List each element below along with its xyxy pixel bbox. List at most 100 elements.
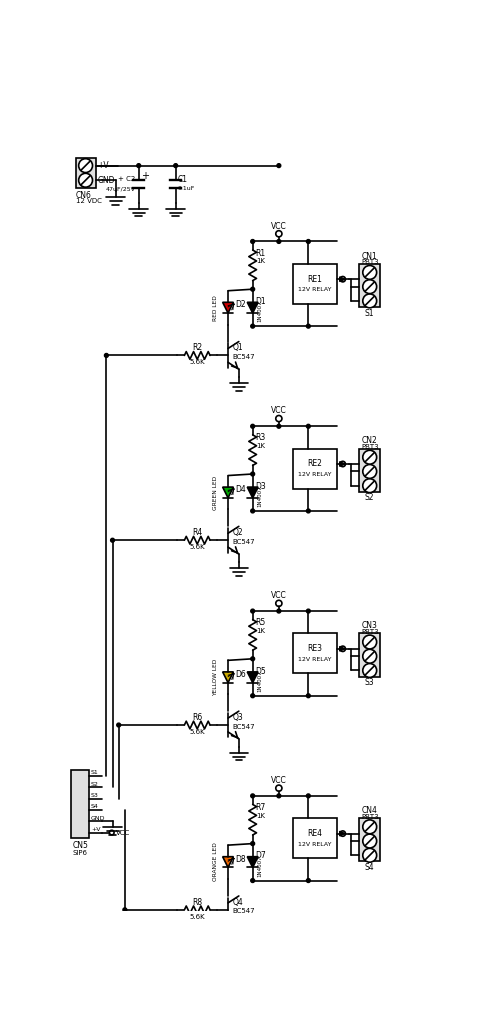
Bar <box>76 159 95 187</box>
Circle shape <box>363 265 377 280</box>
Text: R2: R2 <box>192 343 202 352</box>
Text: D1: D1 <box>256 297 266 306</box>
Circle shape <box>251 472 255 476</box>
Circle shape <box>277 424 281 428</box>
Text: BC547: BC547 <box>233 908 255 914</box>
Circle shape <box>363 820 377 834</box>
Circle shape <box>363 835 377 848</box>
Text: YELLOW LED: YELLOW LED <box>213 658 218 696</box>
Text: CN5: CN5 <box>72 842 88 850</box>
Text: R7: R7 <box>256 803 266 812</box>
Circle shape <box>137 164 141 168</box>
Circle shape <box>105 353 108 357</box>
Circle shape <box>306 694 310 697</box>
Text: PBT3: PBT3 <box>361 259 378 265</box>
Text: PBT3: PBT3 <box>361 629 378 635</box>
Circle shape <box>363 649 377 664</box>
Circle shape <box>251 609 255 613</box>
Text: 1N4007: 1N4007 <box>257 485 262 507</box>
Text: R5: R5 <box>256 618 266 627</box>
Text: 1K: 1K <box>256 258 265 264</box>
Circle shape <box>306 794 310 798</box>
Bar <box>293 449 337 488</box>
Circle shape <box>277 794 281 798</box>
Text: PBT3: PBT3 <box>361 444 378 451</box>
Text: 12 VDC: 12 VDC <box>76 199 102 205</box>
Circle shape <box>277 164 281 168</box>
Circle shape <box>251 879 255 883</box>
Polygon shape <box>247 857 258 867</box>
Text: 12V RELAY: 12V RELAY <box>298 288 332 292</box>
Bar <box>359 634 380 677</box>
Text: Q2: Q2 <box>233 528 243 537</box>
Circle shape <box>277 240 281 244</box>
Text: 1N4007: 1N4007 <box>257 855 262 877</box>
Circle shape <box>340 646 346 651</box>
Text: GREEN LED: GREEN LED <box>213 475 218 510</box>
Text: R4: R4 <box>192 528 202 537</box>
Circle shape <box>251 424 255 428</box>
Text: GND: GND <box>91 815 106 820</box>
Circle shape <box>123 908 127 911</box>
Circle shape <box>363 280 377 294</box>
Text: S2: S2 <box>365 494 375 503</box>
Text: VCC: VCC <box>271 407 287 416</box>
Text: 47uF/25V: 47uF/25V <box>106 186 136 191</box>
Circle shape <box>251 656 255 660</box>
Text: VCC: VCC <box>271 591 287 600</box>
Polygon shape <box>223 487 233 498</box>
Text: S1: S1 <box>91 770 99 775</box>
Text: BC547: BC547 <box>233 724 255 729</box>
Text: +: + <box>141 171 149 180</box>
Circle shape <box>340 830 346 837</box>
Circle shape <box>363 465 377 478</box>
Bar <box>293 634 337 674</box>
Text: S2: S2 <box>91 781 99 786</box>
Text: RE1: RE1 <box>308 274 322 284</box>
Text: D2: D2 <box>236 300 246 309</box>
Text: 1N4007: 1N4007 <box>257 301 262 323</box>
Text: 1K: 1K <box>256 443 265 450</box>
Circle shape <box>340 276 346 282</box>
Bar <box>359 449 380 492</box>
Polygon shape <box>340 276 345 282</box>
Text: BC547: BC547 <box>233 539 255 545</box>
Polygon shape <box>223 857 233 867</box>
Text: + C2: + C2 <box>119 176 136 182</box>
Circle shape <box>340 461 346 467</box>
Circle shape <box>78 173 92 187</box>
Text: RED LED: RED LED <box>213 295 218 321</box>
Circle shape <box>276 600 282 606</box>
Text: 5.6K: 5.6K <box>189 913 205 920</box>
Circle shape <box>277 609 281 613</box>
Text: 12V RELAY: 12V RELAY <box>298 472 332 477</box>
Circle shape <box>363 848 377 862</box>
Text: D6: D6 <box>236 670 246 679</box>
Circle shape <box>276 785 282 792</box>
Circle shape <box>251 509 255 513</box>
Circle shape <box>363 451 377 464</box>
Text: 12V RELAY: 12V RELAY <box>298 842 332 847</box>
Text: VCC: VCC <box>116 829 130 836</box>
Text: RE2: RE2 <box>308 460 322 468</box>
Text: 0.1uF: 0.1uF <box>178 186 196 191</box>
Circle shape <box>117 723 121 727</box>
Polygon shape <box>340 831 345 836</box>
Circle shape <box>174 164 178 168</box>
Text: +V: +V <box>97 161 109 170</box>
Text: D3: D3 <box>256 482 267 490</box>
Circle shape <box>363 479 377 493</box>
Circle shape <box>251 288 255 291</box>
Circle shape <box>306 509 310 513</box>
Text: 1N4007: 1N4007 <box>257 671 262 692</box>
Text: R8: R8 <box>192 898 202 906</box>
Text: RE4: RE4 <box>307 828 322 838</box>
Text: 5.6K: 5.6K <box>189 729 205 735</box>
Circle shape <box>251 325 255 328</box>
Text: CN1: CN1 <box>362 252 378 260</box>
Polygon shape <box>247 487 258 498</box>
Circle shape <box>363 294 377 308</box>
Text: 5.6K: 5.6K <box>189 359 205 366</box>
Circle shape <box>251 842 255 846</box>
Text: +V: +V <box>91 826 101 831</box>
